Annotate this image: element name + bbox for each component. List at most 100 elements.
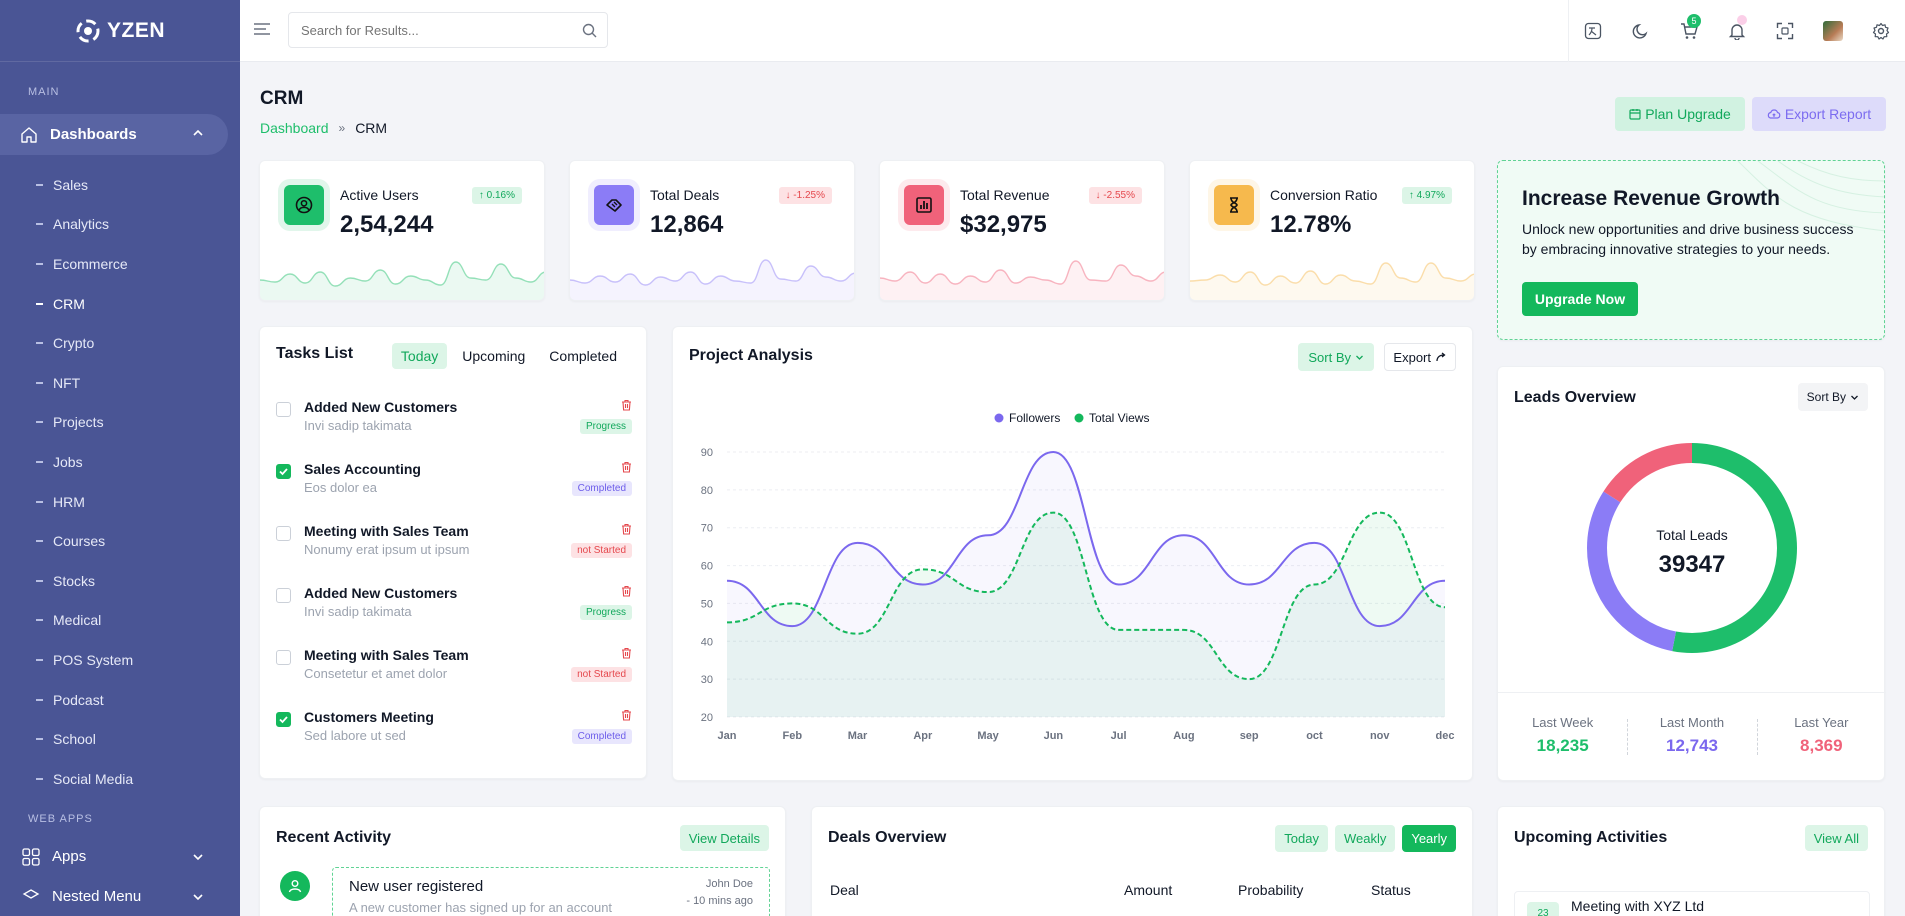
task-checkbox[interactable] <box>276 526 291 541</box>
profile-button[interactable] <box>1809 0 1857 62</box>
chart-y-tick-label: 70 <box>701 523 713 535</box>
sidebar-item-label: POS System <box>53 651 134 668</box>
task-checkbox[interactable] <box>276 588 291 603</box>
chart-point <box>921 567 925 571</box>
page-title: CRM <box>260 88 304 109</box>
tab-completed[interactable]: Completed <box>549 348 617 364</box>
sidebar-item-courses[interactable]: Courses <box>0 521 240 561</box>
trash-icon[interactable] <box>621 461 632 473</box>
notifications-button[interactable] <box>1713 0 1761 62</box>
sparkline-line <box>260 261 544 287</box>
language-button[interactable] <box>1569 0 1617 62</box>
breadcrumb-dashboard-link[interactable]: Dashboard <box>260 120 329 136</box>
upcoming-item[interactable]: 23 Meeting with XYZ Ltd <box>1514 891 1870 916</box>
trash-icon[interactable] <box>621 399 632 411</box>
sidebar-item-label: CRM <box>53 295 85 312</box>
sidebar-item-ecommerce[interactable]: Ecommerce <box>0 244 240 284</box>
sidebar-item-podcast[interactable]: Podcast <box>0 680 240 720</box>
sidebar: YZEN MAIN Dashboards Sales Analytics Ecomm… <box>0 0 240 916</box>
promo-wave-pattern <box>1737 161 1884 232</box>
handshake-icon <box>606 199 622 212</box>
sidebar-item-nft[interactable]: NFT <box>0 363 240 403</box>
chart-point <box>1117 628 1121 632</box>
chart-point <box>1051 450 1055 454</box>
sidebar-item-medical[interactable]: Medical <box>0 601 240 641</box>
plan-upgrade-button[interactable]: Plan Upgrade <box>1615 97 1745 131</box>
activity-description: A new customer has signed up for an acco… <box>349 900 613 915</box>
hamburger-menu-icon[interactable] <box>253 20 271 38</box>
search-icon[interactable] <box>582 23 597 38</box>
trash-icon[interactable] <box>621 585 632 597</box>
tab-today[interactable]: Today <box>391 343 448 369</box>
trash-icon[interactable] <box>621 709 632 721</box>
chevron-down-icon <box>193 893 203 900</box>
upgrade-now-button[interactable]: Upgrade Now <box>1522 282 1638 316</box>
sidebar-item-stocks[interactable]: Stocks <box>0 561 240 601</box>
activity-item[interactable]: New user registered A new customer has s… <box>332 867 770 916</box>
share-icon <box>1436 352 1446 362</box>
task-checkbox[interactable] <box>276 650 291 665</box>
stat-card-total-deals: Total Deals 12,864 ↓ -1.25% <box>569 160 855 301</box>
sidebar-item-crypto[interactable]: Crypto <box>0 323 240 363</box>
sidebar-item-nested-menu[interactable]: Nested Menu <box>0 877 240 916</box>
trash-icon[interactable] <box>621 523 632 535</box>
stat-value: 12,864 <box>650 211 724 238</box>
export-report-button[interactable]: Export Report <box>1752 97 1886 131</box>
deals-tab-weakly[interactable]: Weakly <box>1334 825 1396 852</box>
sidebar-item-social-media[interactable]: Social Media <box>0 759 240 799</box>
trash-icon[interactable] <box>621 647 632 659</box>
leads-sort-by-button[interactable]: Sort By <box>1797 383 1868 411</box>
analysis-sort-by-button[interactable]: Sort By <box>1298 343 1374 371</box>
cart-button[interactable]: 5 <box>1665 0 1713 62</box>
search-input[interactable] <box>301 22 571 38</box>
sidebar-item-label: Crypto <box>53 335 95 352</box>
task-status-badge: Completed <box>571 729 632 744</box>
sidebar-item-apps[interactable]: Apps <box>0 837 240 877</box>
moon-icon <box>1632 23 1648 39</box>
chevron-up-icon <box>193 129 203 136</box>
task-item: Customers Meeting Sed labore ut sed Comple… <box>276 709 632 771</box>
breadcrumb-separator: » <box>338 121 346 135</box>
analysis-export-button[interactable]: Export <box>1384 343 1456 371</box>
deals-tab-today[interactable]: Today <box>1275 825 1328 852</box>
analysis-sort-label: Sort By <box>1308 349 1351 365</box>
bar-chart-icon <box>916 197 932 213</box>
activity-meta: John Doe - 10 mins ago <box>686 876 753 910</box>
sidebar-item-crm[interactable]: CRM <box>0 284 240 324</box>
sidebar-item-school[interactable]: School <box>0 719 240 759</box>
sidebar-item-dashboards[interactable]: Dashboards <box>0 114 228 155</box>
task-status-badge: Progress <box>579 605 632 620</box>
deals-tab-yearly[interactable]: Yearly <box>1402 825 1456 852</box>
sidebar-item-jobs[interactable]: Jobs <box>0 442 240 482</box>
view-details-button[interactable]: View Details <box>679 825 769 851</box>
analysis-title: Project Analysis <box>689 347 813 364</box>
sidebar-item-sales[interactable]: Sales <box>0 165 240 205</box>
sparkline-line <box>570 259 854 286</box>
brand[interactable]: YZEN <box>0 0 240 62</box>
sidebar-item-label: Courses <box>53 533 106 550</box>
chart-x-tick-label: Mar <box>848 730 868 742</box>
sidebar-item-analytics[interactable]: Analytics <box>0 205 240 245</box>
user-icon <box>288 880 302 893</box>
task-checkbox[interactable] <box>276 712 291 727</box>
sidebar-item-hrm[interactable]: HRM <box>0 482 240 522</box>
stat-sparkline <box>260 261 544 300</box>
tab-upcoming[interactable]: Upcoming <box>462 348 526 364</box>
theme-toggle-button[interactable] <box>1617 0 1665 62</box>
view-all-button[interactable]: View All <box>1804 825 1868 851</box>
sidebar-item-projects[interactable]: Projects <box>0 403 240 443</box>
chart-x-tick-label: Jan <box>718 730 737 742</box>
chart-point <box>1051 511 1055 515</box>
fullscreen-button[interactable] <box>1761 0 1809 62</box>
settings-button[interactable] <box>1857 0 1905 62</box>
chart-x-tick-label: Aug <box>1173 730 1194 742</box>
task-checkbox[interactable] <box>276 464 291 479</box>
task-checkbox[interactable] <box>276 402 291 417</box>
bell-icon <box>1728 24 1746 40</box>
promo-description: Unlock new opportunities and drive busin… <box>1522 221 1854 257</box>
leads-title: Leads Overview <box>1514 389 1636 406</box>
task-subtitle: Nonumy erat ipsum ut ipsum <box>304 542 470 557</box>
stat-change-badge: ↑ 0.16% <box>471 187 522 204</box>
chart-point <box>1378 511 1382 515</box>
sidebar-item-pos-system[interactable]: POS System <box>0 640 240 680</box>
